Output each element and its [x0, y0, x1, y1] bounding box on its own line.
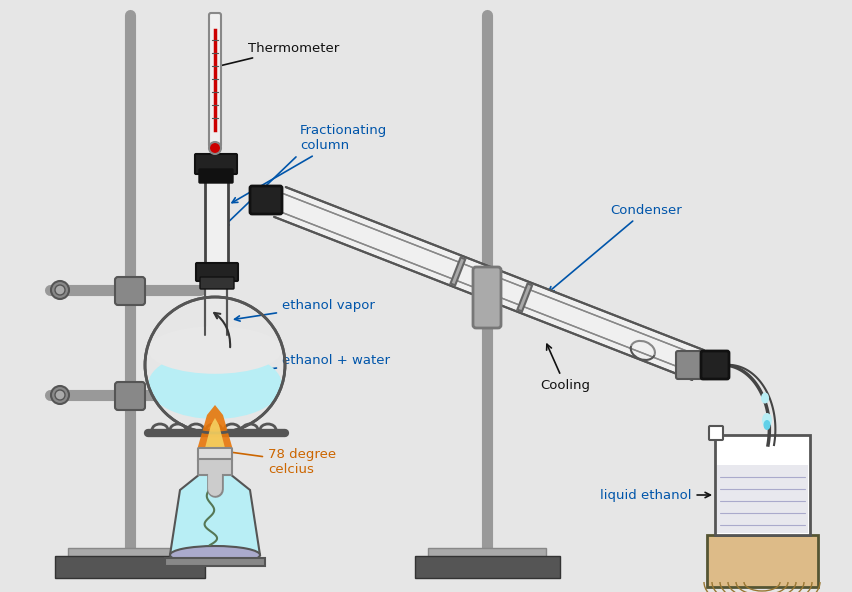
FancyBboxPatch shape — [707, 535, 818, 587]
FancyBboxPatch shape — [205, 180, 228, 270]
Polygon shape — [451, 258, 465, 285]
Ellipse shape — [762, 413, 772, 427]
Text: ethanol + water: ethanol + water — [229, 353, 390, 377]
Text: Cooling: Cooling — [540, 344, 590, 391]
Ellipse shape — [148, 351, 282, 419]
FancyBboxPatch shape — [55, 556, 205, 578]
FancyBboxPatch shape — [200, 277, 234, 289]
Ellipse shape — [148, 326, 282, 374]
Ellipse shape — [170, 546, 260, 564]
Text: 78 degree
celcius: 78 degree celcius — [220, 448, 337, 476]
FancyBboxPatch shape — [165, 558, 265, 566]
Polygon shape — [205, 418, 225, 448]
FancyBboxPatch shape — [717, 465, 808, 533]
FancyBboxPatch shape — [68, 548, 192, 563]
FancyBboxPatch shape — [198, 459, 232, 475]
FancyBboxPatch shape — [428, 548, 546, 563]
Ellipse shape — [761, 392, 769, 404]
Text: Thermometer: Thermometer — [216, 41, 339, 68]
Text: liquid ethanol: liquid ethanol — [600, 488, 711, 501]
FancyBboxPatch shape — [709, 426, 723, 440]
FancyBboxPatch shape — [199, 169, 233, 183]
Polygon shape — [197, 405, 233, 450]
Text: Fractionating
column: Fractionating column — [232, 124, 388, 202]
Text: Condenser: Condenser — [549, 204, 682, 292]
FancyBboxPatch shape — [205, 285, 227, 335]
FancyBboxPatch shape — [196, 263, 238, 281]
FancyBboxPatch shape — [115, 277, 145, 305]
FancyBboxPatch shape — [198, 448, 232, 462]
Polygon shape — [274, 187, 704, 380]
Polygon shape — [517, 284, 532, 311]
FancyBboxPatch shape — [250, 186, 282, 214]
Ellipse shape — [763, 420, 770, 430]
Circle shape — [51, 281, 69, 299]
Polygon shape — [170, 474, 260, 555]
Text: ethanol vapor: ethanol vapor — [234, 298, 375, 321]
FancyBboxPatch shape — [115, 382, 145, 410]
Polygon shape — [715, 435, 810, 535]
FancyBboxPatch shape — [209, 13, 221, 147]
Circle shape — [55, 285, 65, 295]
FancyBboxPatch shape — [701, 351, 729, 379]
FancyBboxPatch shape — [195, 154, 237, 174]
Circle shape — [51, 386, 69, 404]
Circle shape — [55, 390, 65, 400]
FancyBboxPatch shape — [415, 556, 560, 578]
FancyBboxPatch shape — [676, 351, 710, 379]
FancyBboxPatch shape — [473, 267, 501, 328]
Circle shape — [209, 142, 221, 154]
